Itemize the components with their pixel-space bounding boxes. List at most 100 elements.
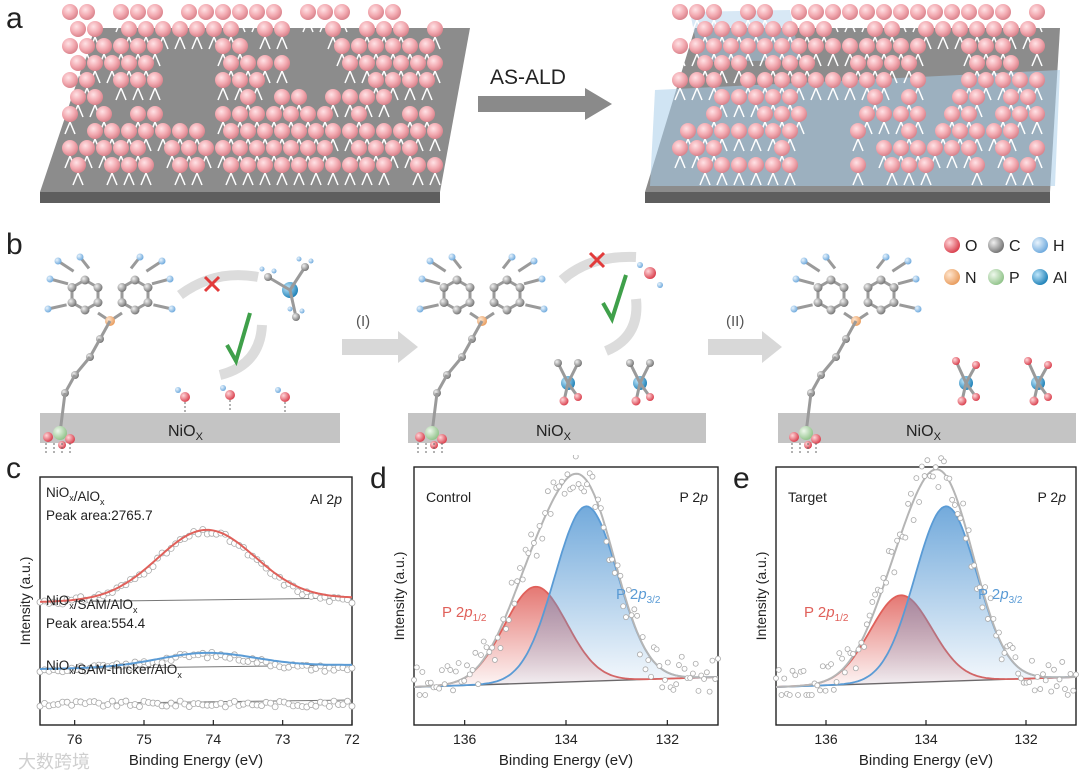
carbon-atom	[889, 283, 899, 292]
legend-label-al: Al	[1053, 270, 1067, 287]
molecule-field-right	[672, 4, 1045, 186]
data-point	[1040, 671, 1046, 678]
peak-area-1	[414, 506, 718, 687]
x-tick-label: 136	[453, 731, 477, 747]
sam-molecule	[765, 157, 781, 186]
data-point	[907, 490, 914, 497]
hydrogen-atom	[904, 257, 912, 265]
data-point	[217, 699, 225, 707]
legend-swatch-c	[988, 237, 1004, 253]
legend-label-o: O	[965, 238, 977, 255]
hydrogen-atom	[136, 253, 144, 261]
data-point	[642, 666, 649, 673]
data-point	[617, 572, 624, 579]
sam-molecule	[935, 21, 951, 50]
data-point	[592, 504, 599, 510]
chart-title: Al 2p	[310, 491, 342, 507]
legend-label-c: C	[1009, 238, 1021, 255]
data-point	[891, 569, 898, 576]
hydrogen-atom	[271, 268, 277, 274]
sam-molecule	[969, 157, 985, 186]
chart-title: P 2p	[679, 489, 708, 505]
sam-molecule	[1029, 106, 1045, 135]
data-point	[839, 655, 845, 662]
data-point	[483, 644, 490, 651]
data-point	[558, 478, 565, 485]
data-point	[623, 614, 629, 621]
data-point	[775, 666, 782, 673]
carbon-atom	[554, 359, 562, 367]
x-tick-label: 132	[1014, 731, 1038, 747]
sam-molecule	[172, 157, 188, 186]
data-point	[231, 697, 238, 705]
chart-title: P 2p	[1037, 489, 1066, 505]
data-point	[852, 665, 859, 672]
data-point	[924, 457, 931, 464]
data-point	[1056, 676, 1063, 683]
data-point	[416, 692, 423, 698]
data-point	[253, 659, 261, 667]
series-label-1: P 2p3/2	[978, 586, 1023, 606]
carbon-atom	[489, 283, 499, 292]
data-point	[469, 667, 476, 673]
step-arrow-2	[708, 331, 782, 363]
data-point	[792, 672, 799, 679]
data-point	[971, 562, 978, 569]
data-point	[614, 562, 621, 569]
data-point	[781, 675, 788, 682]
data-point	[550, 479, 557, 486]
data-point	[1070, 687, 1077, 694]
data-point	[422, 692, 429, 698]
oxygen-atom	[631, 396, 641, 406]
sam-molecule	[961, 38, 977, 67]
data-point	[712, 676, 719, 682]
carbon-atom	[863, 298, 873, 307]
oxygen-atom	[1029, 396, 1039, 406]
data-point	[312, 702, 320, 710]
data-point	[1037, 686, 1044, 692]
legend-label-p: P	[1009, 270, 1020, 287]
oxygen-atom	[559, 396, 569, 406]
x-tick-label: 74	[206, 731, 222, 747]
data-point	[639, 634, 646, 640]
sam-molecule	[223, 157, 239, 186]
data-point	[648, 673, 654, 680]
data-point	[996, 629, 1002, 636]
data-point	[918, 463, 925, 470]
sam-molecule	[274, 157, 290, 186]
data-point	[929, 473, 936, 480]
data-point	[447, 667, 454, 673]
sam-molecule	[410, 157, 426, 186]
molecule-structures	[43, 253, 1052, 455]
hydrogen-atom	[416, 305, 424, 313]
hydrogen-atom	[426, 257, 434, 265]
carbon-atom	[826, 275, 836, 285]
hydrogen-atom	[822, 253, 830, 261]
sam-molecule	[427, 123, 443, 152]
data-point	[822, 687, 829, 694]
data-point	[869, 599, 876, 605]
data-point	[905, 500, 912, 507]
data-point	[271, 703, 279, 711]
data-point	[226, 654, 234, 662]
hydrogen-atom	[418, 275, 426, 283]
phosphorus-atom	[425, 426, 439, 440]
sam-molecule	[215, 72, 231, 101]
water-hydrogen	[637, 262, 643, 268]
data-point	[547, 510, 554, 517]
panel-letter-e: e	[733, 462, 750, 495]
data-point	[525, 550, 532, 557]
carbon-atom	[264, 273, 272, 281]
data-point	[258, 702, 265, 709]
sam-molecule	[240, 157, 256, 186]
carbon-atom	[515, 298, 525, 307]
hydrogen-atom	[792, 275, 800, 283]
data-point	[348, 664, 356, 672]
data-point	[634, 612, 641, 619]
data-point	[830, 686, 837, 693]
data-point	[419, 669, 426, 675]
hydroxyl-hydrogen	[220, 385, 226, 391]
x-tick-label: 76	[67, 731, 83, 747]
data-point	[706, 688, 713, 695]
cross-mark-1	[203, 275, 221, 293]
